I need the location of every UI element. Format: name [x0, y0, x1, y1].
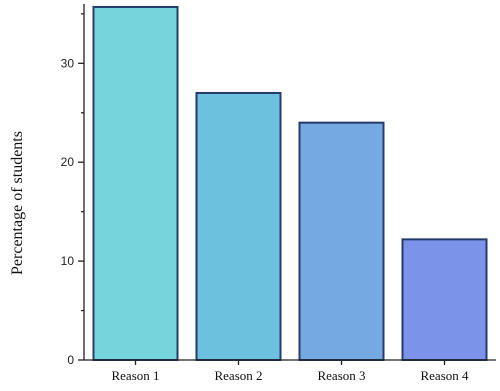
x-tick-label: Reason 4	[420, 368, 469, 383]
x-tick-label: Reason 1	[111, 368, 159, 383]
y-tick-label: 20	[61, 155, 75, 169]
bars-layer	[92, 5, 488, 362]
axes-layer: Reason 1 Reason 2 Reason 3 Reason 4 0 10 20 30	[61, 4, 496, 383]
y-tick-label: 30	[61, 56, 75, 70]
bar-reason-4	[401, 238, 488, 362]
bar-reason-1	[92, 5, 179, 361]
y-axis-title: Percentage of students	[9, 131, 26, 275]
x-tick-label: Reason 2	[214, 368, 262, 383]
bar-reason-3	[298, 121, 385, 361]
bar-reason-2	[195, 92, 282, 361]
y-tick-label: 10	[61, 254, 75, 268]
y-tick-label: 0	[67, 353, 74, 367]
x-tick-label: Reason 3	[317, 368, 365, 383]
